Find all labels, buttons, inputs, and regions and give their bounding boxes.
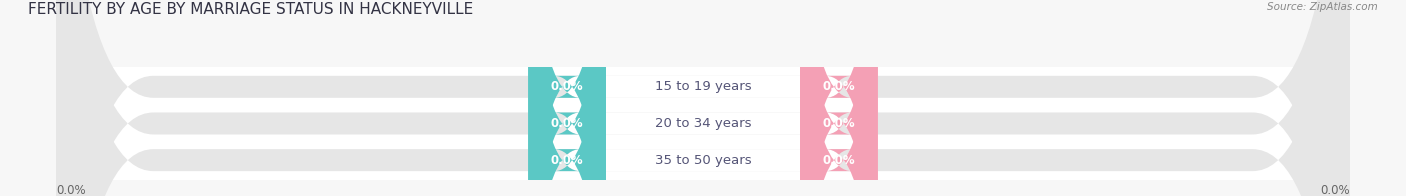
Text: 0.0%: 0.0% bbox=[823, 80, 855, 93]
Text: 35 to 50 years: 35 to 50 years bbox=[655, 154, 751, 167]
FancyBboxPatch shape bbox=[529, 0, 606, 196]
Text: Source: ZipAtlas.com: Source: ZipAtlas.com bbox=[1267, 2, 1378, 12]
FancyBboxPatch shape bbox=[529, 0, 877, 196]
FancyBboxPatch shape bbox=[529, 0, 606, 196]
FancyBboxPatch shape bbox=[56, 0, 1350, 196]
Text: 0.0%: 0.0% bbox=[823, 154, 855, 167]
Text: 20 to 34 years: 20 to 34 years bbox=[655, 117, 751, 130]
Text: 0.0%: 0.0% bbox=[1320, 184, 1350, 196]
FancyBboxPatch shape bbox=[529, 0, 877, 196]
FancyBboxPatch shape bbox=[800, 0, 877, 196]
FancyBboxPatch shape bbox=[56, 0, 1350, 196]
FancyBboxPatch shape bbox=[800, 0, 877, 196]
Text: 0.0%: 0.0% bbox=[551, 154, 583, 167]
Text: 0.0%: 0.0% bbox=[56, 184, 86, 196]
Text: FERTILITY BY AGE BY MARRIAGE STATUS IN HACKNEYVILLE: FERTILITY BY AGE BY MARRIAGE STATUS IN H… bbox=[28, 2, 474, 17]
FancyBboxPatch shape bbox=[529, 0, 606, 196]
FancyBboxPatch shape bbox=[529, 0, 877, 196]
Text: 0.0%: 0.0% bbox=[551, 117, 583, 130]
FancyBboxPatch shape bbox=[56, 0, 1350, 196]
Text: 0.0%: 0.0% bbox=[551, 80, 583, 93]
Text: 0.0%: 0.0% bbox=[823, 117, 855, 130]
Text: 15 to 19 years: 15 to 19 years bbox=[655, 80, 751, 93]
FancyBboxPatch shape bbox=[800, 0, 877, 196]
